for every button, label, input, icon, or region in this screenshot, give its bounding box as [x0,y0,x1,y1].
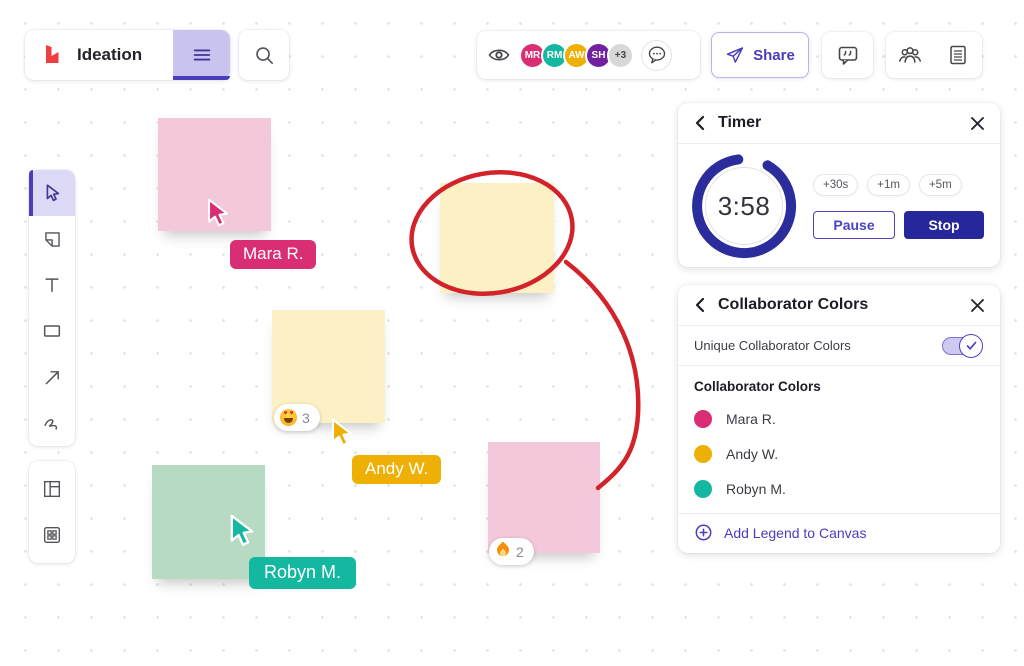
main-menu-button[interactable] [173,30,230,80]
share-button-label: Share [753,46,795,64]
collaborator-color-dot [694,479,712,498]
collaborator-cursor-robyn [225,514,259,550]
collaborator-color-dot [694,444,712,463]
collaborator-colors-panel: Collaborator Colors Unique Collaborator … [678,285,1000,553]
text-icon [45,278,59,292]
check-icon [966,341,976,350]
people-icon [898,47,922,63]
select-cursor-icon [46,184,60,202]
shape-tool[interactable] [29,308,75,354]
visibility-eye-icon[interactable] [487,43,511,67]
collaborator-cursor-andy [327,418,357,450]
add-5m-chip[interactable]: +5m [918,173,962,196]
sticky-note-tool[interactable] [29,216,75,262]
cursor-arrow [230,514,254,546]
share-button[interactable]: Share [711,32,809,78]
timer-panel-title: Timer [718,114,762,131]
collaborator-row: Robyn M. [678,471,1000,506]
arrow-tool[interactable] [29,354,75,400]
collaborator-name-tag: Robyn M. [249,557,357,589]
collaborator-panel-title: Collaborator Colors [718,296,869,313]
toggle-knob [959,333,983,358]
unique-colors-row: Unique Collaborator Colors [678,326,1000,366]
paper-plane-icon [726,47,744,63]
add-30s-chip[interactable]: +30s [813,173,859,196]
cursor-arrow [331,418,353,447]
document-icon [950,45,966,65]
board-header-card: Ideation [25,30,230,80]
unique-colors-label: Unique Collaborator Colors [694,338,851,353]
collaborator-name: Mara R. [726,410,776,427]
fire-emoji [494,541,512,560]
select-tool[interactable] [29,170,75,216]
collaborator-list-heading: Collaborator Colors [694,379,821,394]
text-tool[interactable] [29,262,75,308]
plus-circle-icon [695,524,712,541]
collaborator-row: Andy W. [678,436,1000,471]
collaborator-color-dot [694,409,712,428]
unique-colors-toggle[interactable] [942,333,983,358]
reaction-count: 3 [302,409,310,426]
timer-panel-header: Timer [678,103,1000,144]
back-chevron-icon[interactable] [693,115,707,131]
search-button[interactable] [239,30,289,80]
collaborator-name: Andy W. [726,445,779,462]
avatar[interactable]: RM [541,41,568,69]
add-legend-label: Add Legend to Canvas [724,524,867,541]
close-icon[interactable] [970,298,985,313]
cursor-arrow [207,198,229,227]
template-gallery-tool[interactable] [29,512,75,558]
frame-layout-icon [43,480,61,498]
add-1m-chip[interactable]: +1m [867,173,910,196]
hamburger-menu-icon [193,49,210,61]
close-icon[interactable] [970,116,985,131]
back-chevron-icon[interactable] [693,297,707,313]
timer-panel-body: 3:58 +30s +1m +5m Pause Stop [678,144,1000,268]
reaction-count: 2 [516,543,524,560]
collaborator-panel-header: Collaborator Colors [678,285,1000,326]
comment-bubble-icon [838,46,857,65]
presence-bar: MR RM AW SH +3 [477,31,700,79]
collaborator-name-tag: Mara R. [230,240,317,269]
notes-panel-button[interactable] [938,35,978,75]
scribble-icon [44,419,58,430]
lucid-logo-icon [40,43,64,67]
heart-eyes-emoji [280,409,297,426]
frames-toolbar [29,461,75,563]
search-icon [255,46,273,64]
comments-button[interactable] [822,32,873,78]
board-utilities-card [886,32,982,78]
grid-squares-icon [43,526,61,544]
pause-button[interactable]: Pause [813,210,895,239]
collaborator-name-tag: Andy W. [352,455,442,484]
add-legend-button[interactable]: Add Legend to Canvas [678,513,1000,551]
drawing-toolbar [29,170,75,446]
pen-tool[interactable] [29,400,75,446]
sticky-note-yellow-circled[interactable] [440,183,554,293]
collaborators-button[interactable] [890,35,930,75]
selected-tool-indicator [29,170,33,216]
arrow-icon [45,370,59,384]
stop-button[interactable]: Stop [904,210,984,239]
timer-panel: Timer 3:58 +30s +1m +5m Pause Stop [678,103,1000,267]
sticky-note-green[interactable] [152,465,265,579]
collaborator-name: Robyn M. [726,480,786,497]
sticky-note-pink-2[interactable] [488,442,600,553]
rectangle-icon [43,325,61,337]
board-title: Ideation [77,45,143,64]
collaborator-row: Mara R. [678,401,1000,436]
reaction-pill[interactable]: 3 [274,404,320,431]
chat-dots-icon [648,46,665,64]
avatar-overflow-count[interactable]: +3 [607,41,634,69]
sticky-note-icon [44,231,60,247]
cursor-chat-button[interactable] [641,39,672,71]
reaction-pill[interactable]: 2 [489,538,534,565]
collaborator-cursor-mara [203,198,233,230]
frame-tool[interactable] [29,466,75,512]
timer-remaining-time: 3:58 [717,190,771,221]
timer-add-time-chips: +30s +1m +5m [813,173,984,196]
timer-progress-ring: 3:58 [688,150,800,262]
